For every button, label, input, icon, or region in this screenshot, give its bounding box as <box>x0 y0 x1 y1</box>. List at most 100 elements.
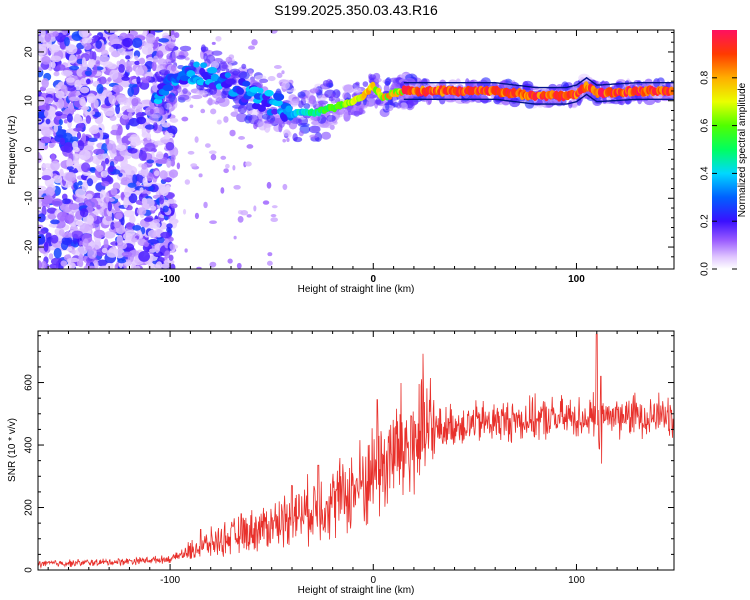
noise-blob <box>127 86 134 97</box>
noise-blob <box>144 142 156 152</box>
noise-blob <box>79 96 86 107</box>
noise-blob <box>215 35 222 42</box>
noise-blob <box>153 170 160 177</box>
noise-blob <box>48 142 55 149</box>
ridge-halo <box>395 102 402 109</box>
noise-blob <box>107 201 113 212</box>
noise-blob <box>271 205 278 209</box>
noise-blob <box>115 144 127 152</box>
noise-blob <box>223 168 229 174</box>
noise-blob <box>96 204 101 210</box>
spectrogram-ytick-label: -10 <box>24 191 35 206</box>
ridge-core <box>237 87 245 95</box>
noise-blob <box>63 141 74 153</box>
colorbar-tick-label: 0.4 <box>700 166 711 180</box>
noise-blob <box>76 131 82 140</box>
noise-blob <box>140 166 149 178</box>
ridge-halo <box>332 120 338 125</box>
noise-blob <box>246 214 252 218</box>
ridge-halo <box>158 69 171 76</box>
noise-blob <box>38 195 43 204</box>
ridge-halo <box>374 77 382 83</box>
spectrogram-ytick-label: 0 <box>24 146 35 152</box>
ridge-halo <box>191 94 203 100</box>
noise-blob <box>220 187 225 194</box>
noise-blob <box>170 154 176 162</box>
noise-blob <box>106 143 114 151</box>
snr-xlabel: Height of straight line (km) <box>298 585 415 596</box>
noise-blob <box>276 72 283 79</box>
noise-blob <box>85 193 93 200</box>
noise-blob <box>93 148 105 155</box>
noise-blob <box>138 65 143 76</box>
noise-blob <box>108 93 114 103</box>
noise-blob <box>101 49 109 57</box>
ridge-halo <box>350 111 362 116</box>
noise-blob <box>158 38 170 43</box>
ridge-halo <box>362 81 369 87</box>
noise-blob <box>74 79 82 91</box>
noise-blob <box>87 248 97 259</box>
ridge-halo <box>375 97 382 105</box>
noise-blob <box>109 115 117 122</box>
noise-blob <box>216 119 222 125</box>
noise-blob <box>105 191 110 203</box>
noise-blob <box>76 122 85 129</box>
noise-blob <box>38 234 46 245</box>
noise-blob <box>103 238 109 250</box>
noise-blob <box>58 229 65 237</box>
noise-blob <box>56 64 66 71</box>
noise-blob <box>168 169 179 178</box>
noise-blob <box>59 168 64 177</box>
ridge-halo <box>206 99 216 105</box>
noise-blob <box>108 165 114 173</box>
noise-blob <box>161 122 171 128</box>
noise-blob <box>99 189 106 201</box>
noise-blob <box>251 39 258 46</box>
ridge-halo <box>624 97 632 105</box>
noise-blob <box>153 219 160 224</box>
snr-ytick-label: 200 <box>24 499 35 516</box>
ridge-core <box>242 80 251 87</box>
noise-blob <box>107 63 117 70</box>
noise-blob <box>68 54 77 64</box>
spectrogram-ylabel: Frequency (Hz) <box>7 116 18 185</box>
noise-blob <box>50 160 60 171</box>
noise-blob <box>152 30 164 33</box>
ridge-core <box>162 84 174 92</box>
noise-blob <box>194 136 199 143</box>
noise-blob <box>237 216 244 223</box>
noise-blob <box>79 208 89 218</box>
ridge-halo <box>355 81 360 86</box>
noise-blob <box>121 251 133 257</box>
noise-blob <box>83 42 92 51</box>
noise-blob <box>81 37 93 44</box>
ridge-halo <box>568 100 573 109</box>
noise-blob <box>61 198 71 205</box>
ridge-halo <box>283 129 291 137</box>
noise-blob <box>49 107 56 118</box>
ridge-halo <box>392 95 397 104</box>
noise-blob <box>38 185 47 191</box>
colorbar: 0.0 0.2 0.4 0.6 0.8 Normalized spectral ampl… <box>700 30 748 276</box>
noise-blob <box>38 230 46 235</box>
noise-blob <box>125 55 131 60</box>
noise-blob <box>68 65 80 71</box>
noise-blob <box>170 203 178 209</box>
noise-blob <box>223 116 229 123</box>
snr-ytick-label: 600 <box>24 374 35 391</box>
noise-blob <box>98 76 107 85</box>
noise-blob <box>44 97 54 104</box>
snr-plot-area <box>38 331 674 570</box>
snr-panel: -100 0 100 0 200 400 600 Height of straight li… <box>7 330 675 596</box>
noise-blob <box>82 238 89 247</box>
noise-blob <box>50 219 60 225</box>
noise-blob <box>143 241 149 247</box>
ridge-halo <box>182 88 188 94</box>
noise-blob <box>80 155 87 160</box>
noise-blob <box>66 158 73 167</box>
noise-blob <box>62 132 73 144</box>
snr-frame <box>37 330 675 571</box>
noise-blob <box>89 50 95 61</box>
